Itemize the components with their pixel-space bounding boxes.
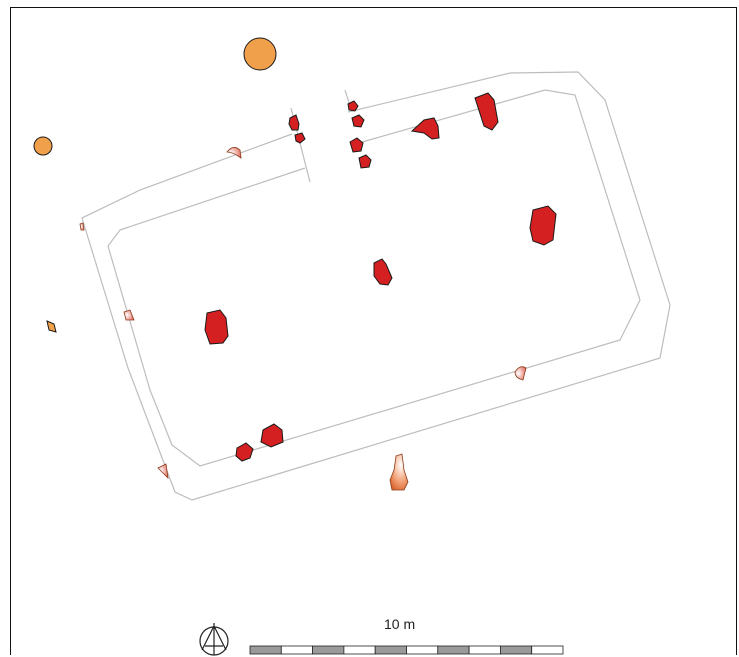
scale-bar-segment	[249, 645, 282, 655]
post-hole-6	[358, 154, 372, 169]
scale-bar-segment	[499, 645, 533, 655]
north-arrow-icon	[199, 623, 229, 656]
post-holes	[204, 92, 557, 462]
scale-bar-segment	[437, 645, 470, 655]
outer-wall-line	[81, 71, 671, 501]
external-pit-large	[243, 37, 277, 71]
post-hole-9	[529, 205, 557, 246]
external-pit-tiny	[46, 320, 57, 333]
inner-wall-line	[107, 89, 641, 467]
post-hole-8	[474, 92, 499, 131]
enclosure-walls	[81, 71, 671, 501]
truncated-pit-5	[157, 463, 169, 480]
post-hole-5	[349, 137, 364, 153]
scale-bar	[249, 645, 564, 655]
post-hole-11	[204, 309, 229, 345]
external-pit-small	[33, 136, 53, 156]
scale-bar-segment	[468, 645, 501, 655]
external-pits	[33, 37, 277, 333]
post-hole-3	[347, 100, 359, 112]
scale-bar-segment	[374, 645, 407, 655]
scale-bar-label: 10 m	[384, 616, 416, 632]
post-hole-4	[351, 114, 365, 128]
truncated-pits	[79, 147, 527, 491]
truncated-pit-6	[389, 453, 409, 491]
post-hole-13	[235, 442, 254, 462]
truncated-pit-3	[79, 222, 85, 231]
truncated-pit-4	[514, 366, 527, 381]
post-hole-7	[410, 117, 440, 140]
post-hole-10	[373, 258, 393, 286]
post-hole-1	[288, 114, 300, 131]
scale-bar-segment	[531, 645, 564, 655]
scale-bar-segment	[312, 645, 345, 655]
post-hole-2	[294, 132, 306, 144]
scale-bar-segment	[406, 645, 439, 655]
truncated-pit-1	[226, 147, 242, 159]
post-hole-12	[260, 423, 284, 448]
truncated-pit-2	[123, 309, 135, 321]
scale-bar-segment	[280, 645, 313, 655]
scale-bar-segment	[343, 645, 376, 655]
map-frame	[10, 7, 737, 655]
